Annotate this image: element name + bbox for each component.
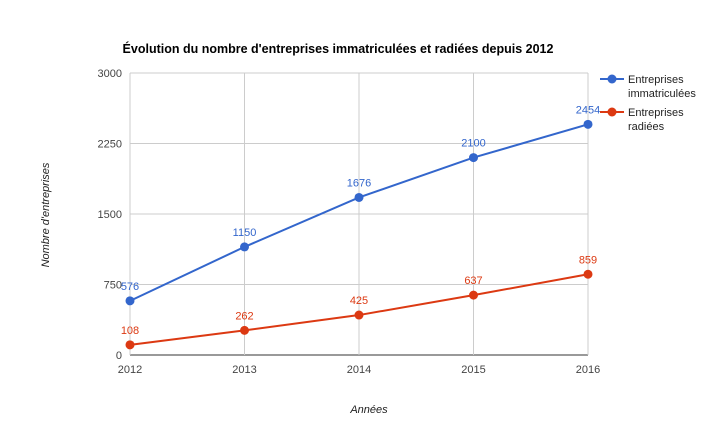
data-label: 425 [350, 295, 368, 307]
legend-marker [607, 74, 617, 84]
data-label: 1676 [347, 177, 371, 189]
data-label: 262 [235, 310, 253, 322]
legend-label: Entreprises [628, 74, 684, 86]
data-point[interactable] [469, 290, 478, 300]
data-point[interactable] [354, 192, 364, 202]
legend-label: Entreprises [628, 107, 684, 119]
legend[interactable]: Entreprises immatriculées Entreprises radié… [600, 74, 696, 133]
legend-label: radiées [628, 121, 665, 133]
data-point[interactable] [240, 325, 249, 335]
x-axis-title: Années [349, 404, 388, 416]
data-label: 2100 [461, 138, 485, 150]
data-label: 108 [121, 325, 139, 337]
x-tick-label: 2012 [118, 364, 142, 376]
data-point[interactable] [469, 153, 478, 163]
legend-item-2[interactable]: Entreprises radiées [600, 107, 684, 133]
data-point[interactable] [125, 340, 135, 350]
y-tick-label: 2250 [98, 139, 122, 151]
y-tick-label: 750 [104, 280, 122, 292]
x-tick-label: 2015 [461, 364, 485, 376]
data-point[interactable] [125, 296, 135, 306]
data-label: 637 [464, 275, 482, 287]
legend-marker [607, 107, 617, 117]
data-point[interactable] [240, 242, 249, 252]
x-tick-label: 2016 [576, 364, 600, 376]
series-layer: 576 1150 1676 2100 2454 108 262 425 637 859 [121, 104, 600, 350]
y-tick-label: 1500 [98, 209, 122, 221]
data-label: 859 [579, 254, 597, 266]
data-label: 1150 [233, 227, 257, 239]
series-1: 576 1150 1676 2100 2454 [121, 104, 600, 306]
y-tick-label: 0 [116, 350, 122, 362]
gridlines [129, 72, 589, 356]
legend-item-1[interactable]: Entreprises immatriculées [600, 74, 696, 100]
x-tick-label: 2013 [232, 364, 256, 376]
data-label: 2454 [576, 104, 600, 116]
data-point[interactable] [583, 269, 593, 279]
axes: 0 750 1500 2250 3000 2012 2013 2014 2015 2016 [98, 68, 601, 376]
legend-label: immatriculées [628, 88, 696, 100]
y-axis-title: Nombre d'entreprises [40, 162, 52, 267]
data-label: 576 [121, 281, 139, 293]
y-tick-label: 3000 [98, 68, 122, 80]
chart-title: Évolution du nombre d'entreprises immatr… [123, 41, 554, 56]
x-tick-label: 2014 [347, 364, 371, 376]
data-point[interactable] [583, 119, 593, 129]
data-point[interactable] [354, 310, 364, 320]
series-2: 108 262 425 637 859 [121, 254, 597, 350]
